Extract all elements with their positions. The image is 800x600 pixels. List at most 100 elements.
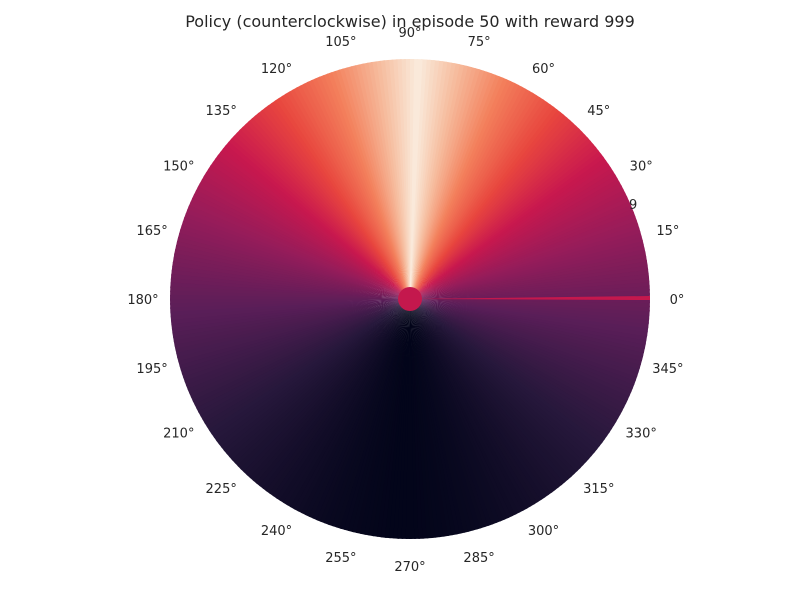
heat-wedge	[231, 130, 410, 299]
heat-wedge	[410, 95, 546, 299]
heat-wedge	[410, 299, 650, 342]
heat-wedge	[251, 299, 410, 486]
angle-tick-label: 75°	[468, 35, 491, 50]
heat-wedge	[410, 59, 436, 299]
heat-wedge	[186, 200, 410, 299]
heat-wedge	[410, 299, 647, 358]
heat-wedge	[230, 299, 410, 466]
heat-wedge	[410, 102, 556, 299]
heat-wedge	[410, 64, 477, 299]
heat-wedge	[410, 299, 649, 346]
angle-tick-label: 300°	[528, 524, 559, 539]
heat-wedge	[243, 119, 410, 299]
heat-wedge	[410, 152, 606, 299]
heat-wedge	[234, 127, 410, 299]
heat-wedge	[347, 299, 410, 535]
heat-wedge	[307, 299, 410, 521]
heat-wedge	[410, 99, 553, 299]
radial-tick-labels: 9	[629, 198, 637, 213]
angle-tick-label: 315°	[583, 482, 614, 497]
heat-wedge	[292, 299, 410, 514]
heat-wedge	[183, 208, 410, 299]
heat-wedge	[410, 61, 461, 299]
heat-wedge	[410, 299, 631, 406]
heat-wedge	[303, 299, 410, 520]
heat-wedge	[246, 116, 410, 299]
angle-tick-label: 210°	[163, 427, 194, 442]
heat-wedge	[410, 59, 448, 299]
heat-wedge	[204, 299, 410, 433]
heat-wedge	[410, 299, 645, 366]
angle-tick-label: 165°	[136, 224, 167, 239]
heat-wedge	[410, 59, 444, 299]
angle-tick-label: 270°	[394, 560, 425, 575]
heat-wedge	[410, 138, 596, 299]
heat-wedge	[410, 118, 576, 299]
angle-tick-label: 180°	[127, 293, 158, 308]
heat-wedge	[410, 299, 564, 490]
heat-wedge	[410, 299, 544, 505]
heat-wedge	[410, 299, 602, 452]
angle-tick-label: 15°	[656, 224, 679, 239]
heat-wedge	[281, 299, 410, 508]
heat-wedge	[233, 299, 410, 469]
heat-wedge	[410, 299, 557, 495]
heat-wedge	[171, 252, 410, 299]
heat-wedge	[410, 78, 517, 300]
angle-tick-label: 330°	[626, 427, 657, 442]
heat-wedge	[410, 299, 619, 428]
chart-title: Policy (counterclockwise) in episode 50 …	[185, 12, 635, 31]
heat-wedge	[410, 299, 644, 370]
heat-wedge	[315, 299, 410, 525]
heat-wedge	[410, 80, 520, 299]
heat-wedge	[311, 299, 410, 523]
heat-wedge	[410, 299, 621, 424]
heat-wedge	[263, 103, 410, 299]
heat-wedge	[170, 265, 410, 299]
heat-wedge	[266, 100, 410, 300]
heat-wedge	[227, 299, 410, 463]
heat-wedge	[240, 122, 410, 299]
heat-wedge	[223, 140, 410, 299]
heat-wedge	[410, 72, 501, 299]
heat-wedge	[410, 67, 485, 299]
center-hub	[398, 287, 422, 311]
heat-wedge	[178, 224, 410, 299]
heat-wedge	[410, 299, 583, 474]
heat-wedge	[254, 299, 410, 489]
heat-wedge	[208, 160, 410, 299]
zero-ray	[410, 296, 650, 300]
heat-wedge	[170, 277, 410, 299]
heat-wedge	[278, 299, 410, 506]
heat-wedge	[244, 299, 410, 480]
heat-wedge	[410, 112, 569, 299]
heat-wedge	[410, 135, 593, 299]
heat-wedge	[199, 174, 410, 299]
heat-wedge	[214, 299, 410, 446]
angle-tick-label: 195°	[136, 362, 167, 377]
heat-wedge	[193, 185, 410, 299]
heat-wedge	[410, 299, 594, 461]
angle-tick-label: 345°	[652, 362, 683, 377]
heat-wedge	[215, 150, 410, 299]
heat-wedge	[351, 299, 410, 536]
heat-wedge	[393, 299, 410, 539]
heat-wedge	[359, 299, 410, 537]
heat-wedge	[174, 236, 410, 299]
heat-wedge	[170, 286, 410, 299]
angle-tick-label: 0°	[670, 293, 685, 308]
heat-wedge	[355, 299, 410, 537]
heat-wedge	[410, 299, 623, 420]
heat-wedge	[410, 299, 561, 493]
heat-wedge	[410, 59, 423, 299]
heat-wedge	[372, 299, 410, 539]
heat-wedge	[410, 75, 509, 299]
heat-wedge	[218, 146, 410, 299]
heat-wedge	[410, 148, 604, 299]
heat-wedge	[253, 110, 410, 300]
heat-wedge	[273, 96, 410, 299]
heat-wedge	[226, 137, 410, 299]
heat-wedge	[211, 299, 410, 443]
